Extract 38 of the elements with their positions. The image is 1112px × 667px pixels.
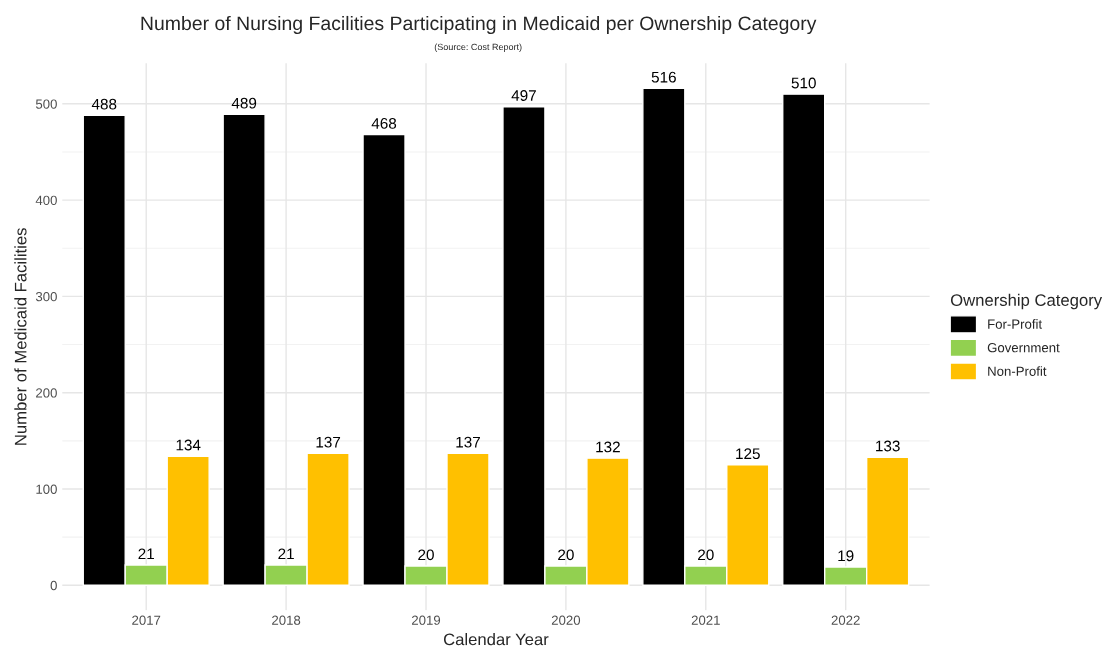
y-axis-title: Number of Medicaid Facilities [14, 228, 27, 445]
legend-title: Ownership Category [950, 293, 1103, 310]
y-tick-label: 500 [35, 99, 57, 109]
x-tick-label: 2021 [691, 615, 720, 625]
data-label: 21 [278, 548, 294, 560]
data-label: 488 [91, 98, 117, 110]
legend-label: For-Profit [988, 319, 1043, 329]
data-label: 125 [736, 448, 760, 460]
x-tick-label: 2022 [831, 615, 860, 625]
y-tick-label: 400 [35, 195, 57, 206]
data-label: 21 [138, 548, 154, 560]
data-label: 510 [791, 77, 816, 89]
data-label: 497 [511, 90, 536, 101]
data-label: 133 [876, 440, 900, 452]
x-axis-title: Calendar Year [443, 633, 549, 646]
data-label: 137 [316, 436, 341, 448]
data-label: 20 [698, 549, 714, 561]
data-label: 19 [838, 550, 854, 562]
y-tick-label: 200 [36, 388, 57, 398]
y-tick-label: 100 [36, 484, 57, 494]
data-label: 137 [456, 436, 480, 448]
legend-label: Government [987, 343, 1060, 353]
legend-label: Non-Profit [988, 366, 1047, 376]
y-tick-label: 300 [35, 291, 57, 302]
chart-title: Number of Nursing Facilities Participating in Medicaid per Ownership Category [141, 15, 817, 35]
data-label: 132 [596, 441, 620, 453]
data-label: 20 [558, 549, 574, 561]
x-tick-label: 2020 [551, 615, 581, 625]
data-label: 489 [231, 97, 257, 109]
data-label: 20 [418, 549, 434, 561]
chart-subtitle: (Source: Cost Report) [434, 43, 522, 52]
x-tick-label: 2017 [132, 615, 161, 625]
data-label: 468 [371, 118, 397, 129]
data-label: 516 [651, 71, 676, 83]
y-tick-label: 0 [50, 580, 57, 591]
x-tick-label: 2018 [272, 615, 301, 625]
x-tick-label: 2019 [411, 615, 441, 625]
data-label: 134 [176, 439, 201, 451]
